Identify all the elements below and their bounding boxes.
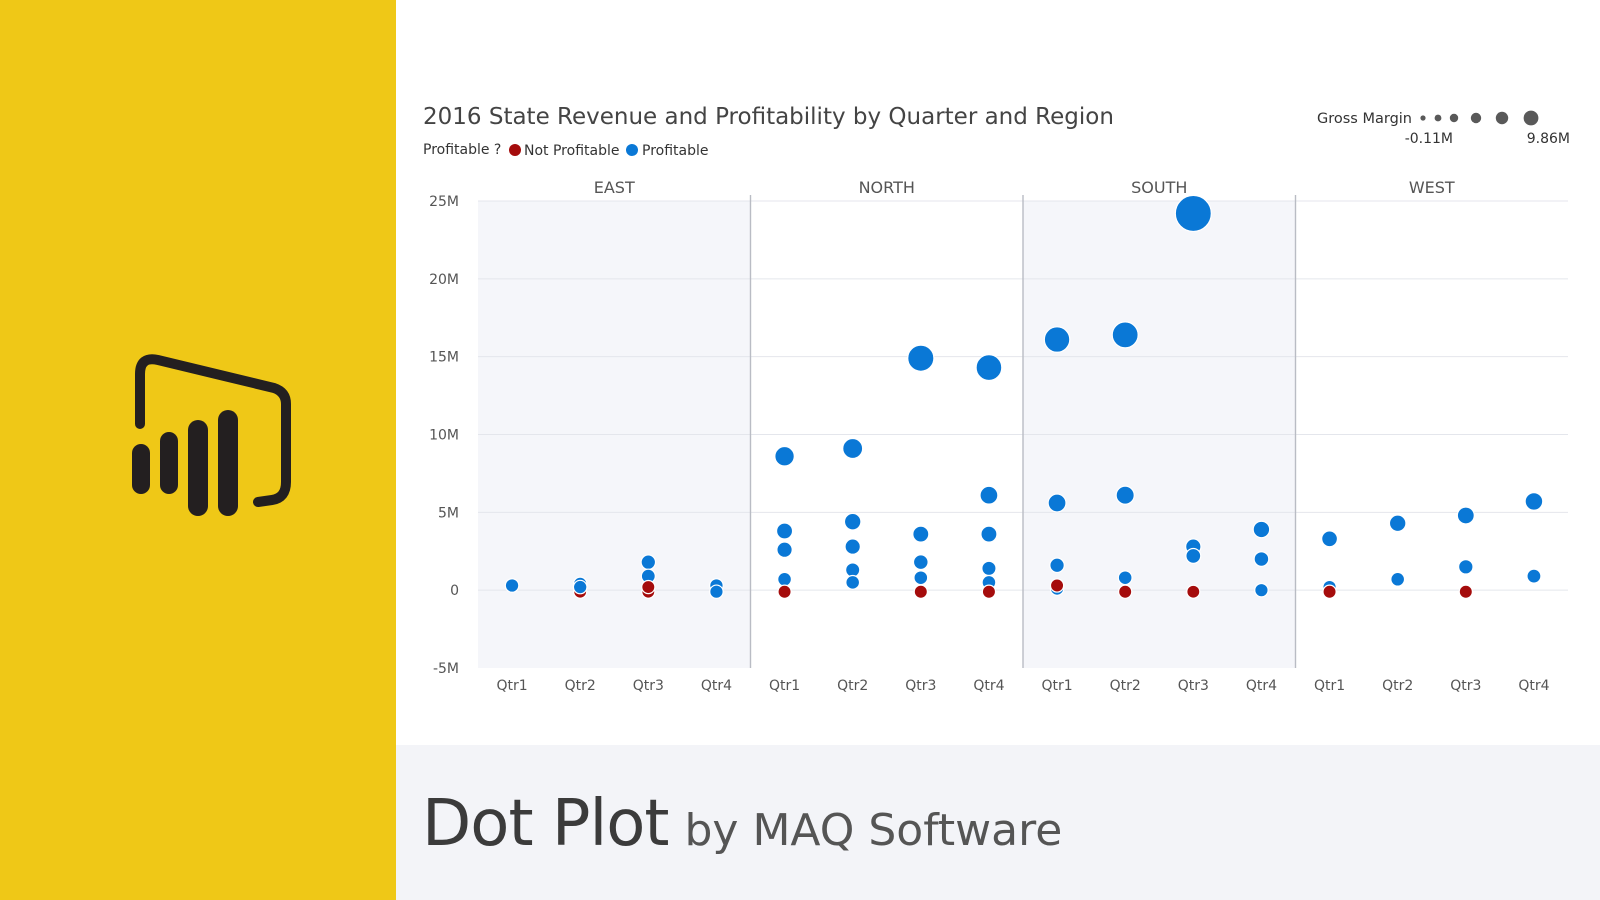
data-point-profitable[interactable] [1185, 547, 1202, 564]
legend-marker-not-profitable [509, 144, 521, 156]
size-legend-dot [1434, 114, 1442, 122]
legend-label-not-profitable: Not Profitable [524, 143, 619, 159]
x-tick-label: Qtr1 [1314, 678, 1345, 694]
data-point-profitable[interactable] [1049, 557, 1065, 574]
data-point-not-profitable[interactable] [641, 579, 656, 595]
data-point-profitable[interactable] [776, 541, 793, 558]
footer-subtitle: by MAQ Software [684, 805, 1063, 856]
panel-label-east: EAST [594, 178, 635, 197]
chart-container: EAST NORTH SOUTH WEST -5M 0 5M 10M 15M 20M 25M Qt… [396, 0, 1600, 745]
x-tick-label: Qtr2 [837, 678, 868, 694]
data-point-not-profitable[interactable] [981, 584, 997, 599]
size-legend-max: 9.86M [1527, 131, 1570, 147]
x-tick-label: Qtr2 [1110, 678, 1141, 694]
data-point-profitable[interactable] [844, 562, 861, 578]
data-point-profitable[interactable] [504, 578, 520, 593]
y-tick-label: 10M [429, 428, 459, 444]
x-tick-label: Qtr4 [701, 678, 732, 694]
data-point-profitable[interactable] [844, 538, 861, 555]
legend-label-profitable: Profitable [642, 143, 709, 159]
power-bi-logo-icon [132, 354, 291, 516]
data-point-profitable[interactable] [1321, 530, 1339, 548]
data-point-profitable[interactable] [913, 570, 929, 586]
data-point-profitable[interactable] [1390, 571, 1406, 587]
data-point-profitable[interactable] [1252, 520, 1271, 539]
data-point-profitable[interactable] [774, 445, 795, 467]
legend-title: Profitable ? [423, 142, 501, 158]
data-point-profitable[interactable] [775, 522, 794, 540]
y-tick-label: -5M [433, 661, 459, 677]
x-tick-label: Qtr1 [496, 678, 527, 694]
data-point-profitable[interactable] [912, 554, 929, 571]
data-point-profitable[interactable] [709, 584, 724, 600]
x-tick-label: Qtr3 [633, 678, 664, 694]
size-legend-dot [1470, 112, 1482, 124]
size-legend-dots [1420, 110, 1539, 126]
x-tick-label: Qtr4 [1246, 678, 1277, 694]
size-legend-dot [1449, 113, 1459, 123]
data-point-profitable[interactable] [979, 485, 999, 505]
data-point-profitable[interactable] [912, 525, 930, 543]
data-point-profitable[interactable] [1111, 321, 1139, 349]
data-point-not-profitable[interactable] [1322, 584, 1337, 599]
data-point-profitable[interactable] [1524, 492, 1544, 511]
panel-label-west: WEST [1409, 178, 1455, 197]
chart-title: 2016 State Revenue and Profitability by … [423, 104, 1114, 130]
data-point-profitable[interactable] [907, 344, 935, 372]
x-tick-label: Qtr1 [769, 678, 800, 694]
panel-label-south: SOUTH [1131, 178, 1187, 197]
y-tick-label: 5M [438, 505, 459, 521]
size-legend-dot [1523, 110, 1539, 126]
x-tick-label: Qtr4 [973, 678, 1004, 694]
y-tick-label: 25M [429, 194, 459, 210]
size-legend-dot [1495, 111, 1509, 125]
data-point-profitable[interactable] [1115, 485, 1135, 505]
data-point-profitable[interactable] [1253, 551, 1270, 567]
data-point-profitable[interactable] [1254, 582, 1269, 598]
brand-sidebar [0, 0, 396, 900]
x-tick-label: Qtr2 [1382, 678, 1413, 694]
data-point-not-profitable[interactable] [913, 584, 928, 599]
x-tick-label: Qtr3 [1178, 678, 1209, 694]
legend-marker-profitable [626, 144, 638, 156]
data-point-profitable[interactable] [980, 525, 998, 543]
size-legend-title: Gross Margin [1317, 111, 1412, 127]
y-tick-label: 15M [429, 350, 459, 366]
dot-plot-chart: EAST NORTH SOUTH WEST -5M 0 5M 10M 15M 20M 25M Qt… [423, 104, 1570, 694]
data-point-profitable[interactable] [640, 554, 657, 570]
data-point-profitable[interactable] [1043, 326, 1071, 353]
x-tick-label: Qtr3 [1450, 678, 1481, 694]
x-tick-label: Qtr2 [565, 678, 596, 694]
data-point-profitable[interactable] [777, 571, 793, 587]
data-point-profitable[interactable] [1174, 194, 1212, 233]
footer-banner: Dot Plot by MAQ Software [396, 745, 1600, 900]
data-point-not-profitable[interactable] [777, 584, 792, 599]
data-point-profitable[interactable] [843, 512, 862, 531]
data-point-profitable[interactable] [981, 560, 997, 577]
data-point-not-profitable[interactable] [1458, 584, 1473, 599]
data-point-profitable[interactable] [1526, 568, 1542, 584]
panel-label-north: NORTH [859, 178, 915, 197]
x-tick-label: Qtr1 [1041, 678, 1072, 694]
data-point-not-profitable[interactable] [1186, 584, 1201, 599]
y-tick-label: 20M [429, 272, 459, 288]
y-tick-label: 0 [450, 583, 459, 599]
data-point-profitable[interactable] [842, 437, 864, 460]
size-legend-min: -0.11M [1405, 131, 1453, 147]
footer-heading: Dot Plot by MAQ Software [422, 787, 1062, 861]
footer-title: Dot Plot [422, 787, 669, 861]
size-legend-dot [1420, 115, 1426, 121]
data-point-profitable[interactable] [1047, 493, 1067, 513]
data-point-not-profitable[interactable] [1118, 584, 1133, 599]
data-point-profitable[interactable] [1117, 570, 1133, 586]
x-tick-label: Qtr3 [905, 678, 936, 694]
data-point-profitable[interactable] [572, 579, 588, 595]
x-tick-label: Qtr4 [1518, 678, 1549, 694]
data-point-profitable[interactable] [975, 354, 1003, 382]
data-point-profitable[interactable] [1458, 559, 1474, 575]
data-point-not-profitable[interactable] [1049, 578, 1065, 593]
data-point-profitable[interactable] [845, 574, 861, 590]
data-point-profitable[interactable] [1388, 514, 1407, 533]
data-point-profitable[interactable] [1456, 506, 1475, 525]
